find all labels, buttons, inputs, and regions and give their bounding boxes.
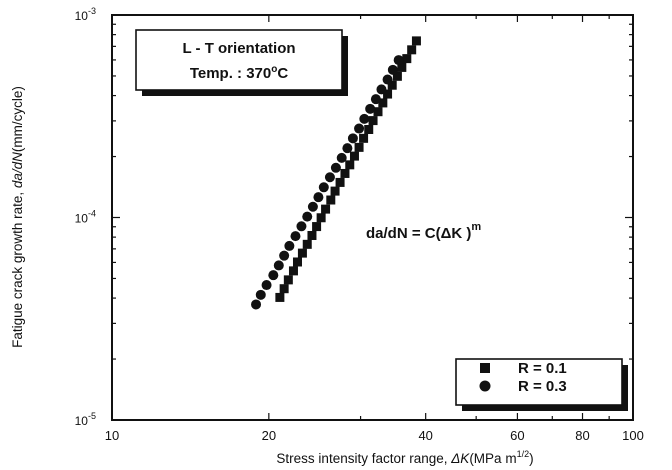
data-point-square — [312, 222, 322, 232]
data-point-circle — [296, 221, 307, 232]
annotation-line2: Temp. : 370oC — [190, 64, 289, 82]
data-point-circle — [393, 55, 404, 66]
data-point-circle — [290, 231, 301, 242]
data-point-circle — [273, 260, 284, 271]
data-point-circle — [330, 162, 341, 173]
data-point-circle — [268, 270, 279, 281]
data-point-square — [316, 213, 326, 223]
data-point-circle — [336, 152, 347, 163]
data-point-square — [349, 151, 359, 161]
data-point-square — [330, 186, 340, 196]
data-point-circle — [261, 280, 272, 291]
data-point-square — [283, 275, 293, 285]
data-point-square — [383, 89, 393, 99]
x-tick-label: 40 — [418, 428, 432, 443]
data-point-square — [302, 239, 312, 249]
data-point-square — [288, 266, 298, 276]
equation-label: da/dN = C(ΔK )m — [366, 221, 481, 242]
data-point-square — [345, 160, 355, 170]
data-point-square — [335, 177, 345, 187]
data-point-circle — [387, 64, 398, 75]
data-point-square — [279, 284, 289, 294]
x-tick-label: 20 — [262, 428, 276, 443]
data-point-circle — [318, 182, 329, 193]
data-point-circle — [354, 123, 365, 134]
legend: R = 0.1 R = 0.3 — [455, 358, 628, 411]
data-points — [251, 36, 421, 310]
data-point-square — [275, 292, 285, 302]
x-tick-label: 80 — [575, 428, 589, 443]
legend-label-r03: R = 0.3 — [518, 378, 567, 395]
data-point-circle — [382, 74, 393, 85]
data-point-square — [354, 142, 364, 152]
legend-marker-square — [480, 363, 490, 373]
y-tick-label: 10-5 — [75, 411, 96, 428]
data-point-square — [326, 195, 336, 205]
data-point-circle — [365, 103, 376, 114]
data-point-square — [387, 80, 397, 90]
y-axis-ticks: 10-5 10-4 10-3 — [75, 6, 633, 428]
data-point-circle — [342, 143, 353, 154]
data-point-circle — [324, 172, 335, 183]
data-point-square — [292, 257, 302, 267]
data-point-circle — [251, 299, 262, 310]
data-point-circle — [359, 113, 370, 124]
data-point-circle — [255, 289, 266, 300]
data-point-square — [402, 54, 412, 64]
data-point-circle — [370, 94, 381, 105]
legend-marker-circle — [479, 380, 491, 392]
data-point-circle — [313, 192, 324, 203]
legend-label-r01: R = 0.1 — [518, 360, 567, 377]
annotation-box: L - T orientation Temp. : 370oC — [135, 29, 348, 96]
data-point-square — [340, 168, 350, 178]
x-tick-label: 60 — [510, 428, 524, 443]
data-point-circle — [307, 201, 318, 212]
x-tick-label: 10 — [105, 428, 119, 443]
data-point-square — [297, 248, 307, 258]
data-point-circle — [302, 211, 313, 222]
data-point-square — [321, 204, 331, 214]
data-point-square — [307, 230, 317, 240]
y-tick-label: 10-3 — [75, 6, 96, 23]
annotation-frame — [135, 29, 343, 91]
data-point-square — [364, 124, 374, 134]
data-point-square — [373, 107, 383, 117]
data-point-square — [392, 71, 402, 81]
annotation-line1: L - T orientation — [182, 40, 295, 57]
y-axis-label: Fatigue crack growth rate, da/dN(mm/cycl… — [10, 86, 25, 348]
data-point-circle — [279, 250, 290, 261]
data-point-circle — [347, 133, 358, 144]
x-tick-label: 100 — [622, 428, 644, 443]
data-point-circle — [376, 84, 387, 95]
data-point-square — [397, 62, 407, 72]
data-point-square — [411, 36, 421, 46]
x-axis-label: Stress intensity factor range, ΔK(MPa m1… — [276, 449, 533, 466]
data-point-square — [368, 116, 378, 126]
y-tick-label: 10-4 — [75, 209, 96, 226]
data-point-circle — [284, 240, 295, 251]
data-point-square — [407, 45, 417, 55]
data-point-square — [378, 98, 388, 108]
data-point-square — [359, 133, 369, 143]
x-axis-ticks: 10 20 40 60 80 100 — [105, 15, 644, 443]
